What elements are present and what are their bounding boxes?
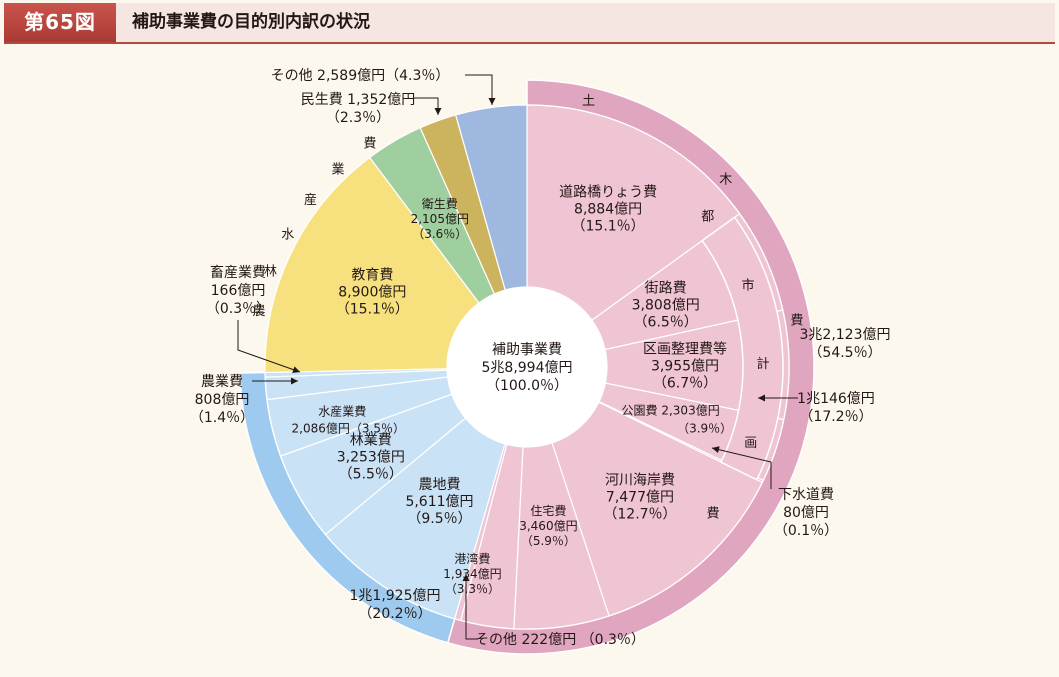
- leader-line: [465, 74, 493, 105]
- leader-arrow: [291, 377, 298, 385]
- leader-line: [237, 320, 301, 373]
- group-label-norin: 林: [264, 265, 277, 280]
- leader-arrow: [434, 108, 442, 115]
- group-label-doboku: 木: [719, 172, 732, 187]
- leader-arrow: [758, 394, 765, 402]
- slice-label-other: その他 2,589億円（4.3％）: [271, 68, 450, 84]
- leader-arrow: [712, 446, 720, 454]
- slice-label-ringyo: 林業費 3,253億円（5.5％）: [337, 432, 405, 482]
- group-label-toshi: 都: [701, 209, 714, 224]
- group-label-norin: 産: [304, 192, 317, 208]
- figure-header: 第65図 補助事業費の目的別内訳の状況: [4, 3, 1055, 44]
- slice-label-gesui: 下水道費 80億円（0.1％）: [774, 487, 838, 539]
- leader-arrow: [462, 574, 470, 581]
- slice-label-kowan: 港湾費 1,934億円（3.3％）: [443, 551, 501, 596]
- slice-label-koen-pct: （3.9％）: [677, 421, 732, 435]
- group-label-norin: 水: [281, 227, 294, 242]
- slice-label-kyoiku: 教育費 8,900億円（15.1％）: [336, 268, 409, 318]
- group-value-doboku: 3兆2,123億円（54.5％）: [800, 327, 891, 361]
- figure-title: 補助事業費の目的別内訳の状況: [132, 12, 370, 32]
- center-hole: [447, 287, 607, 447]
- group-ring-toshi: [701, 216, 784, 481]
- group-label-doboku: 土: [582, 94, 595, 109]
- slice-label-gairo: 街路費 3,808億円（6.5％）: [632, 281, 700, 331]
- leader-line: [413, 97, 439, 115]
- group-label-norin: 農: [252, 304, 265, 319]
- group-label-norin: 費: [363, 137, 376, 152]
- figure-number: 第65図: [4, 3, 116, 42]
- slice-label-nochi: 農地費 5,611億円（9.5％）: [405, 477, 473, 527]
- slice-label-koen: 公園費 2,303億円: [622, 402, 720, 417]
- leader-line: [465, 574, 478, 640]
- group-label-toshi: 市: [742, 277, 755, 293]
- leader-line: [711, 447, 772, 489]
- slice-label-doboku-other: その他 222億円 （0.3％）: [475, 632, 645, 648]
- group-label-doboku: 費: [790, 313, 803, 328]
- slice-label-doro: 道路橋りょう費 8,884億円（15.1％）: [559, 184, 657, 234]
- group-label-norin: 業: [332, 162, 345, 178]
- leader-arrow: [292, 366, 300, 373]
- slice-label-suisan: 水産業費: [318, 404, 366, 419]
- group-label-toshi: 費: [706, 506, 719, 521]
- group-label-toshi: 画: [744, 436, 757, 451]
- slice-label-chikusan: 畜産業費 166億円（0.3％）: [206, 265, 270, 317]
- slice-label-eisei: 衛生費 2,105億円（3.6％）: [411, 196, 469, 241]
- slice-label-suisan-val: 2,086億円（3.5％）: [292, 422, 405, 436]
- slice-label-kasen: 河川海岸費 7,477億円（12.7％）: [603, 473, 676, 523]
- total-label: 補助事業費 5兆8,994億円（100.0％）: [482, 342, 573, 394]
- slice-label-kukaku: 区画整理費等 3,955億円（6.7％）: [643, 341, 727, 392]
- slice-label-nogyo: 農業費 808億円（1.4％）: [190, 374, 254, 426]
- leader-arrow: [488, 98, 496, 105]
- slice-label-jutaku: 住宅費 3,460億円（5.9％）: [519, 503, 577, 548]
- slice-label-minsei: 民生費 1,352億円（2.3％）: [301, 92, 416, 126]
- group-value-toshi: 1兆146億円（17.2％）: [797, 391, 875, 425]
- group-value-norin: 1兆1,925億円（20.2％）: [350, 588, 441, 622]
- group-label-toshi: 計: [756, 356, 769, 372]
